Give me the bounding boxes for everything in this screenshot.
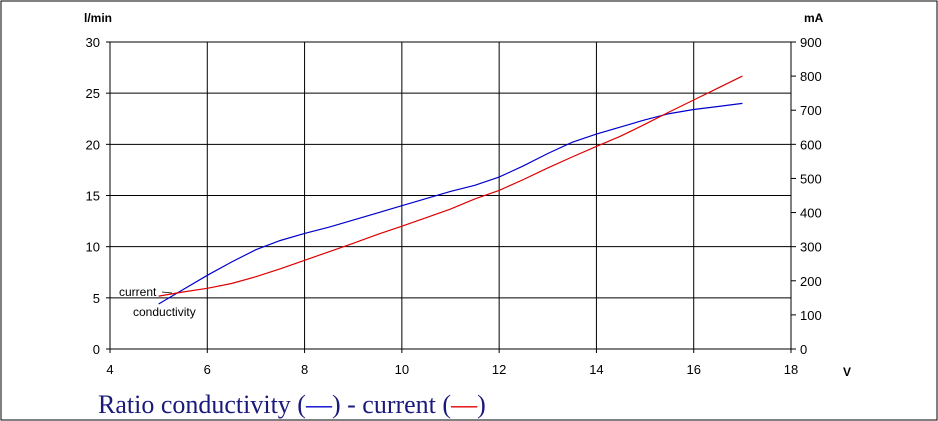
gridlines	[110, 41, 791, 349]
annotation-current: current	[119, 285, 157, 299]
x-tick-label: 6	[204, 362, 211, 377]
y-left-tick-label: 0	[93, 342, 100, 357]
series-line-conductivity	[158, 102, 743, 305]
caption-mark-conductivity: —	[305, 390, 333, 419]
caption-middle: ) - current (	[332, 390, 451, 419]
annotation-conductivity: conductivity	[133, 305, 196, 319]
y-left-tick-label: 30	[86, 35, 100, 50]
y-left-tick-label: 5	[93, 291, 100, 306]
series-line-current	[158, 75, 743, 297]
chart-caption: Ratio conductivity (—) - current (—)	[98, 390, 486, 419]
caption-prefix: Ratio conductivity (	[98, 390, 306, 419]
y-right-axis-ticks: 0 100 200 300 400 500 600 700 800 900	[791, 35, 822, 357]
y-left-tick-label: 15	[86, 189, 100, 204]
x-tick-label: 14	[589, 362, 603, 377]
x-tick-label: 12	[492, 362, 506, 377]
y-right-tick-label: 700	[800, 103, 822, 118]
y-right-tick-label: 200	[800, 274, 822, 289]
series-lines	[158, 75, 743, 305]
x-tick-label: 16	[686, 362, 700, 377]
x-tick-label: 4	[106, 362, 113, 377]
y-right-tick-label: 0	[800, 342, 807, 357]
y-right-tick-label: 900	[800, 35, 822, 50]
x-tick-label: 10	[395, 362, 409, 377]
y-right-tick-label: 800	[800, 69, 822, 84]
y-left-unit-label: l/min	[84, 11, 112, 25]
y-right-tick-label: 600	[800, 137, 822, 152]
x-axis-unit-label: V	[843, 365, 851, 379]
caption-suffix: )	[477, 390, 486, 419]
y-right-tick-label: 500	[800, 171, 822, 186]
x-tick-label: 8	[301, 362, 308, 377]
y-right-unit-label: mA	[804, 11, 824, 25]
annotation-leader-current	[161, 291, 173, 294]
y-right-tick-label: 300	[800, 240, 822, 255]
caption-mark-current: —	[450, 390, 478, 419]
y-right-tick-label: 100	[800, 308, 822, 323]
y-left-tick-label: 10	[86, 240, 100, 255]
y-left-tick-label: 25	[86, 86, 100, 101]
x-axis-ticks: 4 6 8 10 12 14 16 18	[106, 349, 798, 377]
y-left-tick-label: 20	[86, 137, 100, 152]
y-right-tick-label: 400	[800, 206, 822, 221]
x-tick-label: 18	[784, 362, 798, 377]
y-left-axis-ticks: 0 5 10 15 20 25 30	[86, 35, 110, 357]
